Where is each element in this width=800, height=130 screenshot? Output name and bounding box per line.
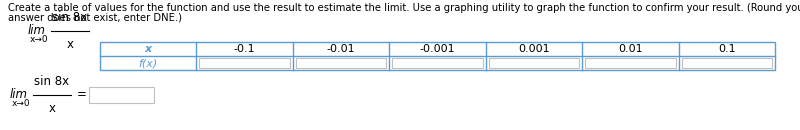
Text: -0.1: -0.1 [234, 44, 255, 54]
Text: Create a table of values for the function and use the result to estimate the lim: Create a table of values for the functio… [8, 3, 800, 13]
Text: 0.1: 0.1 [718, 44, 735, 54]
Bar [682, 58, 772, 68]
Text: sin 8x: sin 8x [53, 11, 87, 24]
Text: lim: lim [28, 24, 46, 37]
Text: x: x [66, 38, 74, 51]
Text: =: = [77, 89, 87, 102]
Text: lim: lim [10, 89, 28, 102]
Text: x: x [145, 44, 152, 54]
Text: 0.01: 0.01 [618, 44, 642, 54]
Bar [489, 58, 579, 68]
Text: x: x [49, 102, 55, 115]
Bar [89, 87, 154, 103]
Text: -0.01: -0.01 [326, 44, 355, 54]
Bar [100, 42, 775, 70]
Text: answer does not exist, enter DNE.): answer does not exist, enter DNE.) [8, 12, 182, 22]
Text: 0.001: 0.001 [518, 44, 550, 54]
Text: f(x): f(x) [138, 58, 158, 68]
Text: -0.001: -0.001 [420, 44, 455, 54]
Bar [296, 58, 386, 68]
Text: x→0: x→0 [30, 35, 49, 44]
Bar [392, 58, 482, 68]
Bar [585, 58, 675, 68]
Text: x→0: x→0 [12, 99, 30, 109]
Text: sin 8x: sin 8x [34, 75, 70, 88]
Bar [199, 58, 290, 68]
